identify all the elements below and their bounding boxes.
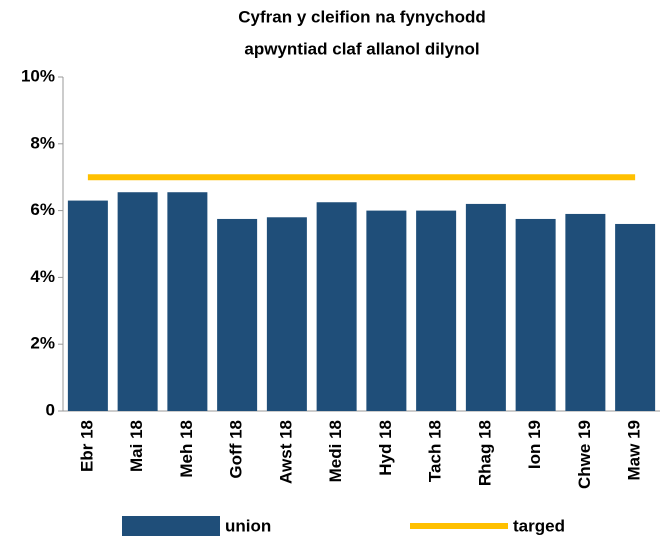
x-tick-label: Rhag 18 [475, 420, 494, 486]
x-tick-label: Maw 19 [625, 420, 644, 480]
legend-swatch [122, 516, 220, 536]
y-tick-label: 4% [30, 267, 55, 286]
y-tick-label: 0 [46, 400, 55, 419]
chart-title: Cyfran y cleifion na fynychodd [238, 7, 486, 26]
x-tick-label: Meh 18 [177, 420, 196, 478]
bar [117, 192, 158, 411]
x-tick-label: Medi 18 [326, 420, 345, 482]
x-tick-label: Ion 19 [525, 420, 544, 469]
legend-label: targed [513, 516, 565, 535]
y-tick-label: 6% [30, 200, 55, 219]
x-tick-label: Mai 18 [127, 420, 146, 472]
bar [615, 223, 656, 411]
bar [366, 210, 407, 411]
bar [416, 210, 457, 411]
x-tick-label: Awst 18 [276, 420, 295, 484]
y-tick-label: 10% [21, 66, 55, 85]
bar [67, 200, 108, 411]
x-tick-label: Tach 18 [426, 420, 445, 482]
bar [167, 192, 208, 411]
bar [515, 218, 556, 411]
y-tick-label: 8% [30, 133, 55, 152]
bar [316, 202, 357, 411]
bar [465, 203, 506, 411]
chart-title: apwyntiad claf allanol dilynol [244, 39, 479, 58]
legend-label: union [225, 516, 271, 535]
x-tick-label: Goff 18 [227, 420, 246, 479]
x-tick-label: Ebr 18 [77, 420, 96, 472]
y-tick-label: 2% [30, 334, 55, 353]
bar [217, 218, 258, 411]
x-tick-label: Chwe 19 [575, 420, 594, 489]
x-tick-label: Hyd 18 [376, 420, 395, 476]
bar [266, 217, 307, 411]
bar [565, 213, 606, 411]
